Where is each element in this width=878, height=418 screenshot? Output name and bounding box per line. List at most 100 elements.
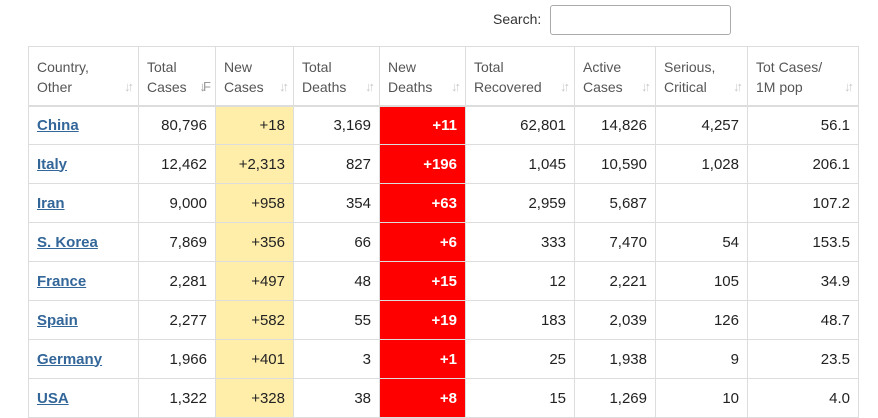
country-cell: China [28,105,139,145]
active-cases-cell: 1,938 [574,339,656,379]
total-cases-cell: 12,462 [138,144,216,184]
total-cases-cell: 7,869 [138,222,216,262]
tot-cases-per-1m-cell: 23.5 [747,339,859,379]
country-cell: S. Korea [28,222,139,262]
active-cases-cell: 5,687 [574,183,656,223]
sort-icon[interactable]: ↓↑ [733,78,743,94]
country-link[interactable]: Iran [37,194,65,212]
sort-icon[interactable]: ↓↑ [560,78,570,94]
total-cases-cell: 1,322 [138,378,216,418]
country-cell: France [28,261,139,301]
serious-critical-cell [655,183,748,223]
tot-cases-per-1m-cell: 34.9 [747,261,859,301]
table-row: Italy 12,462 +2,313 827 +196 1,045 10,59… [28,144,859,184]
serious-critical-cell: 1,028 [655,144,748,184]
sort-icon[interactable]: ↓↑ [124,78,134,94]
country-link[interactable]: Spain [37,311,78,329]
total-deaths-cell: 66 [293,222,380,262]
column-header-label: Total Cases [147,59,187,95]
column-header-label: Active Cases [583,59,623,95]
column-header-total-cases[interactable]: Total Cases ↓F [138,46,216,107]
tot-cases-per-1m-cell: 107.2 [747,183,859,223]
column-header-new-cases[interactable]: New Cases ↓↑ [215,46,294,107]
sort-icon[interactable]: ↓↑ [451,78,461,94]
total-recovered-cell: 25 [465,339,575,379]
total-recovered-cell: 15 [465,378,575,418]
total-recovered-cell: 2,959 [465,183,575,223]
serious-critical-cell: 10 [655,378,748,418]
country-cell: Iran [28,183,139,223]
total-cases-cell: 2,277 [138,300,216,340]
sort-icon[interactable]: ↓↑ [844,78,854,94]
sort-descending-icon[interactable]: ↓F [199,78,212,94]
country-cell: Italy [28,144,139,184]
serious-critical-cell: 9 [655,339,748,379]
active-cases-cell: 1,269 [574,378,656,418]
column-header-total-recovered[interactable]: Total Recovered ↓↑ [465,46,575,107]
country-cell: Germany [28,339,139,379]
column-header-country[interactable]: Country, Other ↓↑ [28,46,139,107]
column-header-label: Serious, Critical [664,59,716,95]
coronavirus-cases-table: Country, Other ↓↑ Total Cases ↓F New Cases… [28,46,859,418]
country-link[interactable]: France [37,272,87,290]
tot-cases-per-1m-cell: 56.1 [747,105,859,145]
new-cases-cell: +401 [215,339,294,379]
total-deaths-cell: 3,169 [293,105,380,145]
sort-icon[interactable]: ↓↑ [365,78,375,94]
active-cases-cell: 2,221 [574,261,656,301]
column-header-active-cases[interactable]: Active Cases ↓↑ [574,46,656,107]
country-cell: USA [28,378,139,418]
sort-icon[interactable]: ↓↑ [279,78,289,94]
total-cases-cell: 1,966 [138,339,216,379]
active-cases-cell: 10,590 [574,144,656,184]
column-header-serious-critical[interactable]: Serious, Critical ↓↑ [655,46,748,107]
sort-icon[interactable]: ↓↑ [641,78,651,94]
new-deaths-cell: +63 [379,183,466,223]
table-row: USA 1,322 +328 38 +8 15 1,269 10 4.0 [28,378,859,418]
new-deaths-cell: +11 [379,105,466,145]
table-row: Spain 2,277 +582 55 +19 183 2,039 126 48… [28,300,859,340]
new-cases-cell: +18 [215,105,294,145]
active-cases-cell: 2,039 [574,300,656,340]
new-deaths-cell: +19 [379,300,466,340]
total-cases-cell: 80,796 [138,105,216,145]
table-row: France 2,281 +497 48 +15 12 2,221 105 34… [28,261,859,301]
total-deaths-cell: 55 [293,300,380,340]
tot-cases-per-1m-cell: 48.7 [747,300,859,340]
new-cases-cell: +328 [215,378,294,418]
table-row: S. Korea 7,869 +356 66 +6 333 7,470 54 1… [28,222,859,262]
country-link[interactable]: China [37,116,79,134]
serious-critical-cell: 4,257 [655,105,748,145]
table-row: Germany 1,966 +401 3 +1 25 1,938 9 23.5 [28,339,859,379]
search-input[interactable] [550,5,731,35]
new-deaths-cell: +6 [379,222,466,262]
new-deaths-cell: +15 [379,261,466,301]
total-cases-cell: 2,281 [138,261,216,301]
total-recovered-cell: 183 [465,300,575,340]
new-cases-cell: +356 [215,222,294,262]
new-cases-cell: +582 [215,300,294,340]
total-recovered-cell: 1,045 [465,144,575,184]
search-label: Search: [493,11,542,27]
total-recovered-cell: 333 [465,222,575,262]
table-row: Iran 9,000 +958 354 +63 2,959 5,687 107.… [28,183,859,223]
column-header-new-deaths[interactable]: New Deaths ↓↑ [379,46,466,107]
column-header-total-deaths[interactable]: Total Deaths ↓↑ [293,46,380,107]
country-link[interactable]: Germany [37,350,103,368]
country-link[interactable]: Italy [37,155,68,173]
table-row: China 80,796 +18 3,169 +11 62,801 14,826… [28,105,859,145]
column-header-label: Total Recovered [474,59,542,95]
serious-critical-cell: 105 [655,261,748,301]
column-header-label: New Cases [224,59,264,95]
country-cell: Spain [28,300,139,340]
serious-critical-cell: 54 [655,222,748,262]
serious-critical-cell: 126 [655,300,748,340]
country-link[interactable]: S. Korea [37,233,98,251]
search-bar: Search: [0,0,878,40]
new-deaths-cell: +196 [379,144,466,184]
total-deaths-cell: 3 [293,339,380,379]
country-link[interactable]: USA [37,389,69,407]
new-deaths-cell: +1 [379,339,466,379]
total-recovered-cell: 62,801 [465,105,575,145]
column-header-tot-cases-per-1m[interactable]: Tot Cases/ 1M pop ↓↑ [747,46,859,107]
